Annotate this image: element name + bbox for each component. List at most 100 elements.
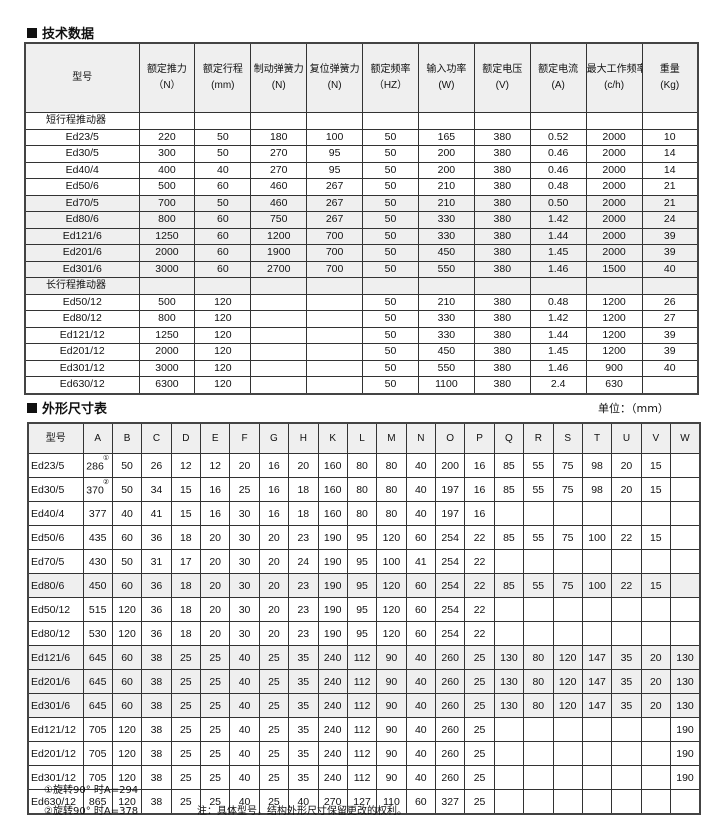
value-cell: 80 <box>346 501 378 526</box>
column-header: A <box>82 422 113 454</box>
model-cell: Ed80/12 <box>24 310 140 328</box>
value-cell: 550 <box>417 260 475 278</box>
value: 120 <box>382 531 401 544</box>
value-cell: 16 <box>199 477 231 502</box>
header-label: 输入功率 <box>426 64 467 75</box>
value: 38 <box>150 675 163 688</box>
value-cell: 330 <box>417 326 475 344</box>
column-header: U <box>611 422 642 454</box>
value-cell <box>523 621 554 646</box>
value-cell: 14 <box>641 145 699 163</box>
column-header: D <box>170 422 202 454</box>
value: 18 <box>179 603 192 616</box>
model-cell: Ed50/6 <box>27 525 84 550</box>
table-row: Ed80/6 450 60 36 18 20 30 20 23 190 95 120 60 254 22 85… <box>27 573 701 598</box>
value: 38 <box>150 699 163 712</box>
value: 85 <box>503 579 515 592</box>
value: Ed23/5 <box>31 459 65 472</box>
value-cell: 38 <box>141 765 172 790</box>
value: 40 <box>414 651 427 664</box>
value-cell: 25 <box>170 669 202 694</box>
value-cell: 25 <box>170 693 202 718</box>
value-cell: 112 <box>346 693 378 718</box>
model-cell: Ed201/6 <box>24 244 140 262</box>
value: 25 <box>268 699 280 712</box>
value-cell: 120 <box>194 376 252 394</box>
value-cell: 50 <box>194 194 252 212</box>
value: 254 <box>441 579 459 592</box>
value: 100 <box>588 579 606 592</box>
value-cell: 23 <box>288 621 319 646</box>
column-header: 复位弹簧力 (N) <box>306 42 364 113</box>
value-cell <box>640 501 672 526</box>
value: 430 <box>88 555 107 568</box>
value-cell: 25 <box>199 789 231 815</box>
value-cell: 1200 <box>250 227 308 245</box>
value-cell: 50 <box>362 376 419 394</box>
value-cell: 38 <box>141 717 172 742</box>
value: 120 <box>382 579 401 592</box>
value: 120 <box>382 627 401 640</box>
value-cell: 25 <box>258 741 290 766</box>
value: 260 <box>441 747 459 760</box>
value-cell: 460 <box>250 194 308 212</box>
value-cell: 20 <box>611 453 642 478</box>
value: 40 <box>414 723 427 736</box>
value-cell: 460 <box>250 178 308 196</box>
value: 16 <box>473 507 486 520</box>
value-cell: 550 <box>417 359 475 377</box>
value: 25 <box>268 675 280 688</box>
value-cell: 75 <box>552 573 583 598</box>
value-cell <box>306 326 364 344</box>
value-cell: 286① <box>82 453 113 478</box>
value-cell: 18 <box>170 573 202 598</box>
value-cell <box>493 741 525 766</box>
value-cell <box>611 501 642 526</box>
value-cell: 38 <box>141 669 172 694</box>
model-cell: Ed80/6 <box>27 573 84 598</box>
value-cell: 130 <box>670 645 701 670</box>
column-header: S <box>552 422 583 454</box>
value-cell: 25 <box>170 765 202 790</box>
column-header: K <box>317 422 348 454</box>
value-cell: 2000 <box>585 145 643 163</box>
value: 25 <box>268 771 280 784</box>
value: 25 <box>473 651 486 664</box>
value-cell: 24 <box>641 211 699 229</box>
value-cell: 60 <box>111 525 143 550</box>
value-cell: 95 <box>346 525 378 550</box>
value-cell: 40 <box>405 501 437 526</box>
value-cell: 22 <box>464 549 495 574</box>
value-cell: 120 <box>376 525 407 550</box>
value-cell: 260 <box>434 645 466 670</box>
value: 22 <box>473 627 486 640</box>
value: 20 <box>620 459 633 472</box>
value-cell: 800 <box>138 211 196 229</box>
value-cell: 25 <box>258 645 290 670</box>
value-cell: 120 <box>194 326 252 344</box>
value: 80 <box>385 483 398 496</box>
square-bullet-icon <box>27 402 37 413</box>
value: 25 <box>473 747 486 760</box>
value-cell <box>250 343 308 361</box>
value: 435 <box>88 531 107 544</box>
value: Ed301/6 <box>31 699 71 712</box>
value-cell: 267 <box>306 178 364 196</box>
value-cell: 50 <box>194 145 252 163</box>
column-header: 制动弹簧力 (N) <box>250 42 308 113</box>
empty-cell <box>473 112 531 130</box>
value-cell: 85 <box>493 573 525 598</box>
value-cell: 25 <box>464 669 495 694</box>
value: 260 <box>441 651 459 664</box>
value-cell: 0.48 <box>529 178 587 196</box>
value-cell <box>670 621 701 646</box>
value-cell: 39 <box>641 227 699 245</box>
value-cell: 260 <box>434 741 466 766</box>
value: 530 <box>88 627 107 640</box>
value-cell: 80 <box>523 693 554 718</box>
value-cell <box>493 549 525 574</box>
value-cell: 20 <box>199 621 231 646</box>
value-cell: 1.44 <box>529 227 587 245</box>
value-cell: 30 <box>229 549 260 574</box>
header-label: 额定行程 <box>202 64 243 75</box>
